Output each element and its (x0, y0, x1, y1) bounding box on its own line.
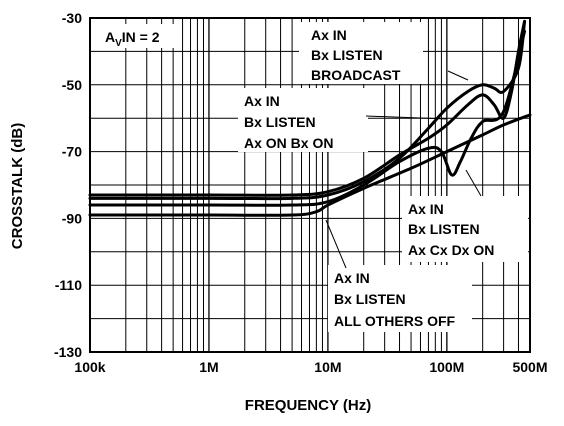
annotation-broadcast: Ax IN Bx LISTEN BROADCAST (299, 22, 423, 84)
annotation-ax-on-bx-on: Ax IN Bx LISTEN Ax ON Bx ON (238, 88, 368, 152)
annotation-line: Ax IN (244, 93, 280, 109)
annotation-line: Bx LISTEN (334, 291, 406, 307)
annotation-line: ALL OTHERS OFF (334, 313, 456, 329)
annotation-line: Ax IN (334, 270, 370, 286)
y-tick-label: -90 (62, 210, 82, 226)
series-line-2 (88, 19, 527, 197)
annotation-ax-cx-dx-on: Ax IN Bx LISTEN Ax Cx Dx ON (402, 196, 528, 262)
series-line-1 (88, 19, 527, 201)
y-tick-label: -70 (62, 144, 82, 160)
x-tick-label: 100k (74, 359, 105, 375)
arrow-all-others-off (325, 219, 347, 269)
arrow-broadcast (447, 70, 469, 81)
condition-suffix: IN = 2 (122, 29, 160, 45)
annotation-line: Ax IN (408, 201, 444, 217)
plot-frame (89, 17, 531, 353)
y-tick-label: -50 (62, 77, 82, 93)
x-tick-label: 500M (512, 359, 547, 375)
y-axis-title: CROSSTALK (dB) (9, 123, 26, 249)
annotation-arrows (325, 70, 482, 269)
series-line-4 (88, 113, 532, 217)
annotation-line: Ax ON Bx ON (244, 135, 333, 151)
annotations: Ax IN Bx LISTEN BROADCAST Ax IN Bx LISTE… (100, 22, 528, 332)
annotation-all-others-off: Ax IN Bx LISTEN ALL OTHERS OFF (328, 265, 472, 332)
arrow-ax-cx-dx-on (465, 169, 482, 197)
y-tick-label: -110 (55, 277, 82, 293)
annotation-line: Bx LISTEN (408, 221, 480, 237)
y-tick-label: -30 (62, 10, 82, 26)
gain-condition-label: AVIN = 2 (100, 24, 176, 49)
annotation-line: Bx LISTEN (311, 47, 383, 63)
y-tick-label: -130 (54, 344, 82, 360)
series-layer (88, 19, 532, 217)
annotation-line: BROADCAST (311, 67, 401, 83)
series-line-3 (88, 29, 527, 207)
x-axis-title: FREQUENCY (Hz) (245, 397, 371, 414)
tick-labels: 100k 1M 10M 100M 500M -30 -50 -70 -90 -110 -130 (54, 10, 548, 375)
condition-subscript: V (115, 38, 122, 49)
x-tick-label: 10M (314, 359, 341, 375)
annotation-line: Bx LISTEN (244, 114, 316, 130)
condition-prefix: A (105, 29, 115, 45)
arrow-ax-on-bx-on (365, 115, 448, 120)
svg-text:AVIN = 2: AVIN = 2 (105, 29, 160, 49)
annotation-line: Ax IN (311, 27, 347, 43)
x-tick-label: 1M (199, 359, 218, 375)
annotation-line: Ax Cx Dx ON (408, 242, 494, 258)
x-tick-label: 100M (429, 359, 464, 375)
